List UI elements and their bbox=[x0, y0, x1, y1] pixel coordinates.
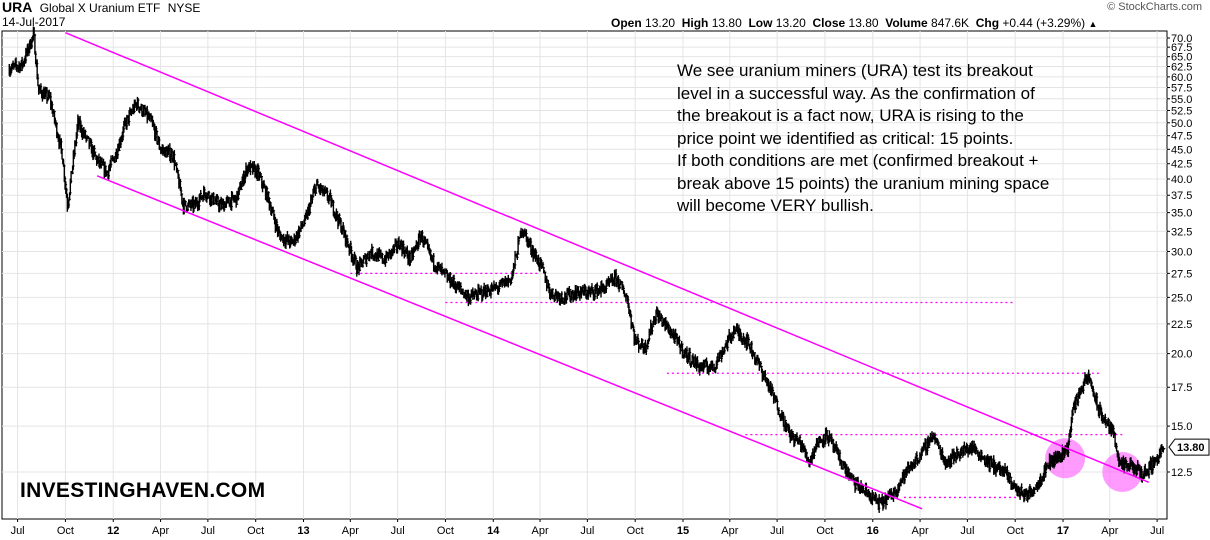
annotation-line: break above 15 points) the uranium minin… bbox=[677, 173, 1050, 193]
x-tick-label: 12 bbox=[107, 525, 119, 537]
x-tick-label: Jul bbox=[1150, 525, 1164, 537]
stat-volume: Volume 847.6K bbox=[885, 16, 970, 30]
stat-change: Chg +0.44 (+3.29%) bbox=[975, 16, 1086, 30]
watermark: © StockCharts.com bbox=[1107, 1, 1202, 13]
x-tick-label: Oct bbox=[1007, 525, 1024, 537]
y-tick-label: 55.0 bbox=[1171, 94, 1192, 106]
plot-area bbox=[1, 30, 1168, 520]
x-tick-label: Oct bbox=[437, 525, 454, 537]
annotation-line: level in a successful way. As the confir… bbox=[677, 83, 1035, 103]
x-tick-label: Apr bbox=[1101, 525, 1118, 537]
y-tick-label: 17.5 bbox=[1171, 382, 1192, 394]
y-tick-label: 27.5 bbox=[1171, 268, 1192, 280]
y-tick-label: 20.0 bbox=[1171, 349, 1192, 361]
x-tick-label: Oct bbox=[816, 525, 833, 537]
y-tick-label: 42.5 bbox=[1171, 159, 1192, 171]
last-price-tag bbox=[1168, 438, 1210, 456]
y-tick-label: 30.0 bbox=[1171, 246, 1192, 258]
y-tick-label: 22.5 bbox=[1171, 319, 1192, 331]
ticker-exchange: NYSE bbox=[167, 1, 201, 15]
y-tick-label: 65.0 bbox=[1171, 52, 1192, 64]
ticker-symbol: URA bbox=[2, 0, 33, 15]
x-tick-label: Jul bbox=[580, 525, 594, 537]
breakout-highlight-circle bbox=[1045, 438, 1086, 479]
annotation-line: If both conditions are met (confirmed br… bbox=[677, 151, 1039, 170]
y-tick-label: 45.0 bbox=[1171, 144, 1192, 156]
up-triangle-icon: ▲ bbox=[1088, 19, 1098, 29]
x-tick-label: Jul bbox=[770, 525, 784, 537]
stat-open: Open 13.20 bbox=[611, 16, 676, 30]
x-tick-label: Apr bbox=[152, 525, 169, 537]
y-tick-label: 62.5 bbox=[1171, 62, 1192, 74]
x-tick-label: Jul bbox=[201, 525, 215, 537]
y-tick-label: 70.0 bbox=[1171, 33, 1192, 45]
stat-low: Low 13.20 bbox=[748, 16, 806, 30]
x-tick-label: Oct bbox=[57, 525, 74, 537]
ohlc-stats: Open 13.20 High 13.80 Low 13.20 Close 13… bbox=[611, 16, 1097, 30]
x-tick-label: Apr bbox=[721, 525, 738, 537]
stat-close: Close 13.80 bbox=[812, 16, 879, 30]
ticker-title: URA Global X Uranium ETF NYSE bbox=[2, 0, 200, 15]
y-tick-label: 15.0 bbox=[1171, 421, 1192, 433]
y-tick-label: 57.5 bbox=[1171, 83, 1192, 95]
annotation-line: will become VERY bullish. bbox=[677, 196, 874, 215]
last-price-label: 13.80 bbox=[1177, 442, 1205, 454]
x-tick-label: Apr bbox=[342, 525, 359, 537]
x-tick-label: 17 bbox=[1057, 525, 1069, 537]
x-tick-label: 14 bbox=[487, 525, 500, 537]
channel-upper-line bbox=[65, 31, 1150, 483]
y-tick-label: 25.0 bbox=[1171, 292, 1192, 304]
x-tick-label: Apr bbox=[531, 525, 548, 537]
brand-logo-text: INVESTINGHAVEN.COM bbox=[20, 479, 266, 502]
y-tick-label: 40.0 bbox=[1171, 174, 1192, 186]
x-tick-label: Jul bbox=[391, 525, 405, 537]
y-tick-label: 67.5 bbox=[1171, 42, 1192, 54]
x-tick-label: Oct bbox=[627, 525, 644, 537]
annotation-line: We see uranium miners (URA) test its bre… bbox=[677, 61, 1033, 80]
x-tick-label: 13 bbox=[297, 525, 309, 537]
y-tick-label: 37.5 bbox=[1171, 190, 1192, 202]
y-tick-label: 47.5 bbox=[1171, 131, 1192, 143]
channel-lower-line bbox=[96, 175, 923, 510]
y-tick-label: 50.0 bbox=[1171, 118, 1192, 130]
stat-high: High 13.80 bbox=[681, 16, 742, 30]
ticker-name: Global X Uranium ETF bbox=[39, 1, 161, 15]
y-tick-label: 60.0 bbox=[1171, 72, 1192, 84]
y-tick-label: 52.5 bbox=[1171, 105, 1192, 117]
x-tick-label: 16 bbox=[867, 525, 879, 537]
y-tick-label: 35.0 bbox=[1171, 208, 1192, 220]
x-tick-label: Oct bbox=[247, 525, 264, 537]
y-tick-label: 12.5 bbox=[1171, 467, 1192, 479]
y-tick-label: 32.5 bbox=[1171, 226, 1192, 238]
annotation-text: We see uranium miners (URA) test its bre… bbox=[677, 60, 1049, 218]
x-tick-label: 15 bbox=[677, 525, 689, 537]
annotation-line: price point we identified as critical: 1… bbox=[677, 128, 1014, 148]
x-tick-label: Apr bbox=[912, 525, 929, 537]
annotation-line: the breakout is a fact now, URA is risin… bbox=[677, 106, 1024, 125]
x-tick-label: Jul bbox=[960, 525, 974, 537]
x-tick-label: Jul bbox=[11, 525, 25, 537]
chart-date: 14-Jul-2017 bbox=[2, 15, 66, 29]
